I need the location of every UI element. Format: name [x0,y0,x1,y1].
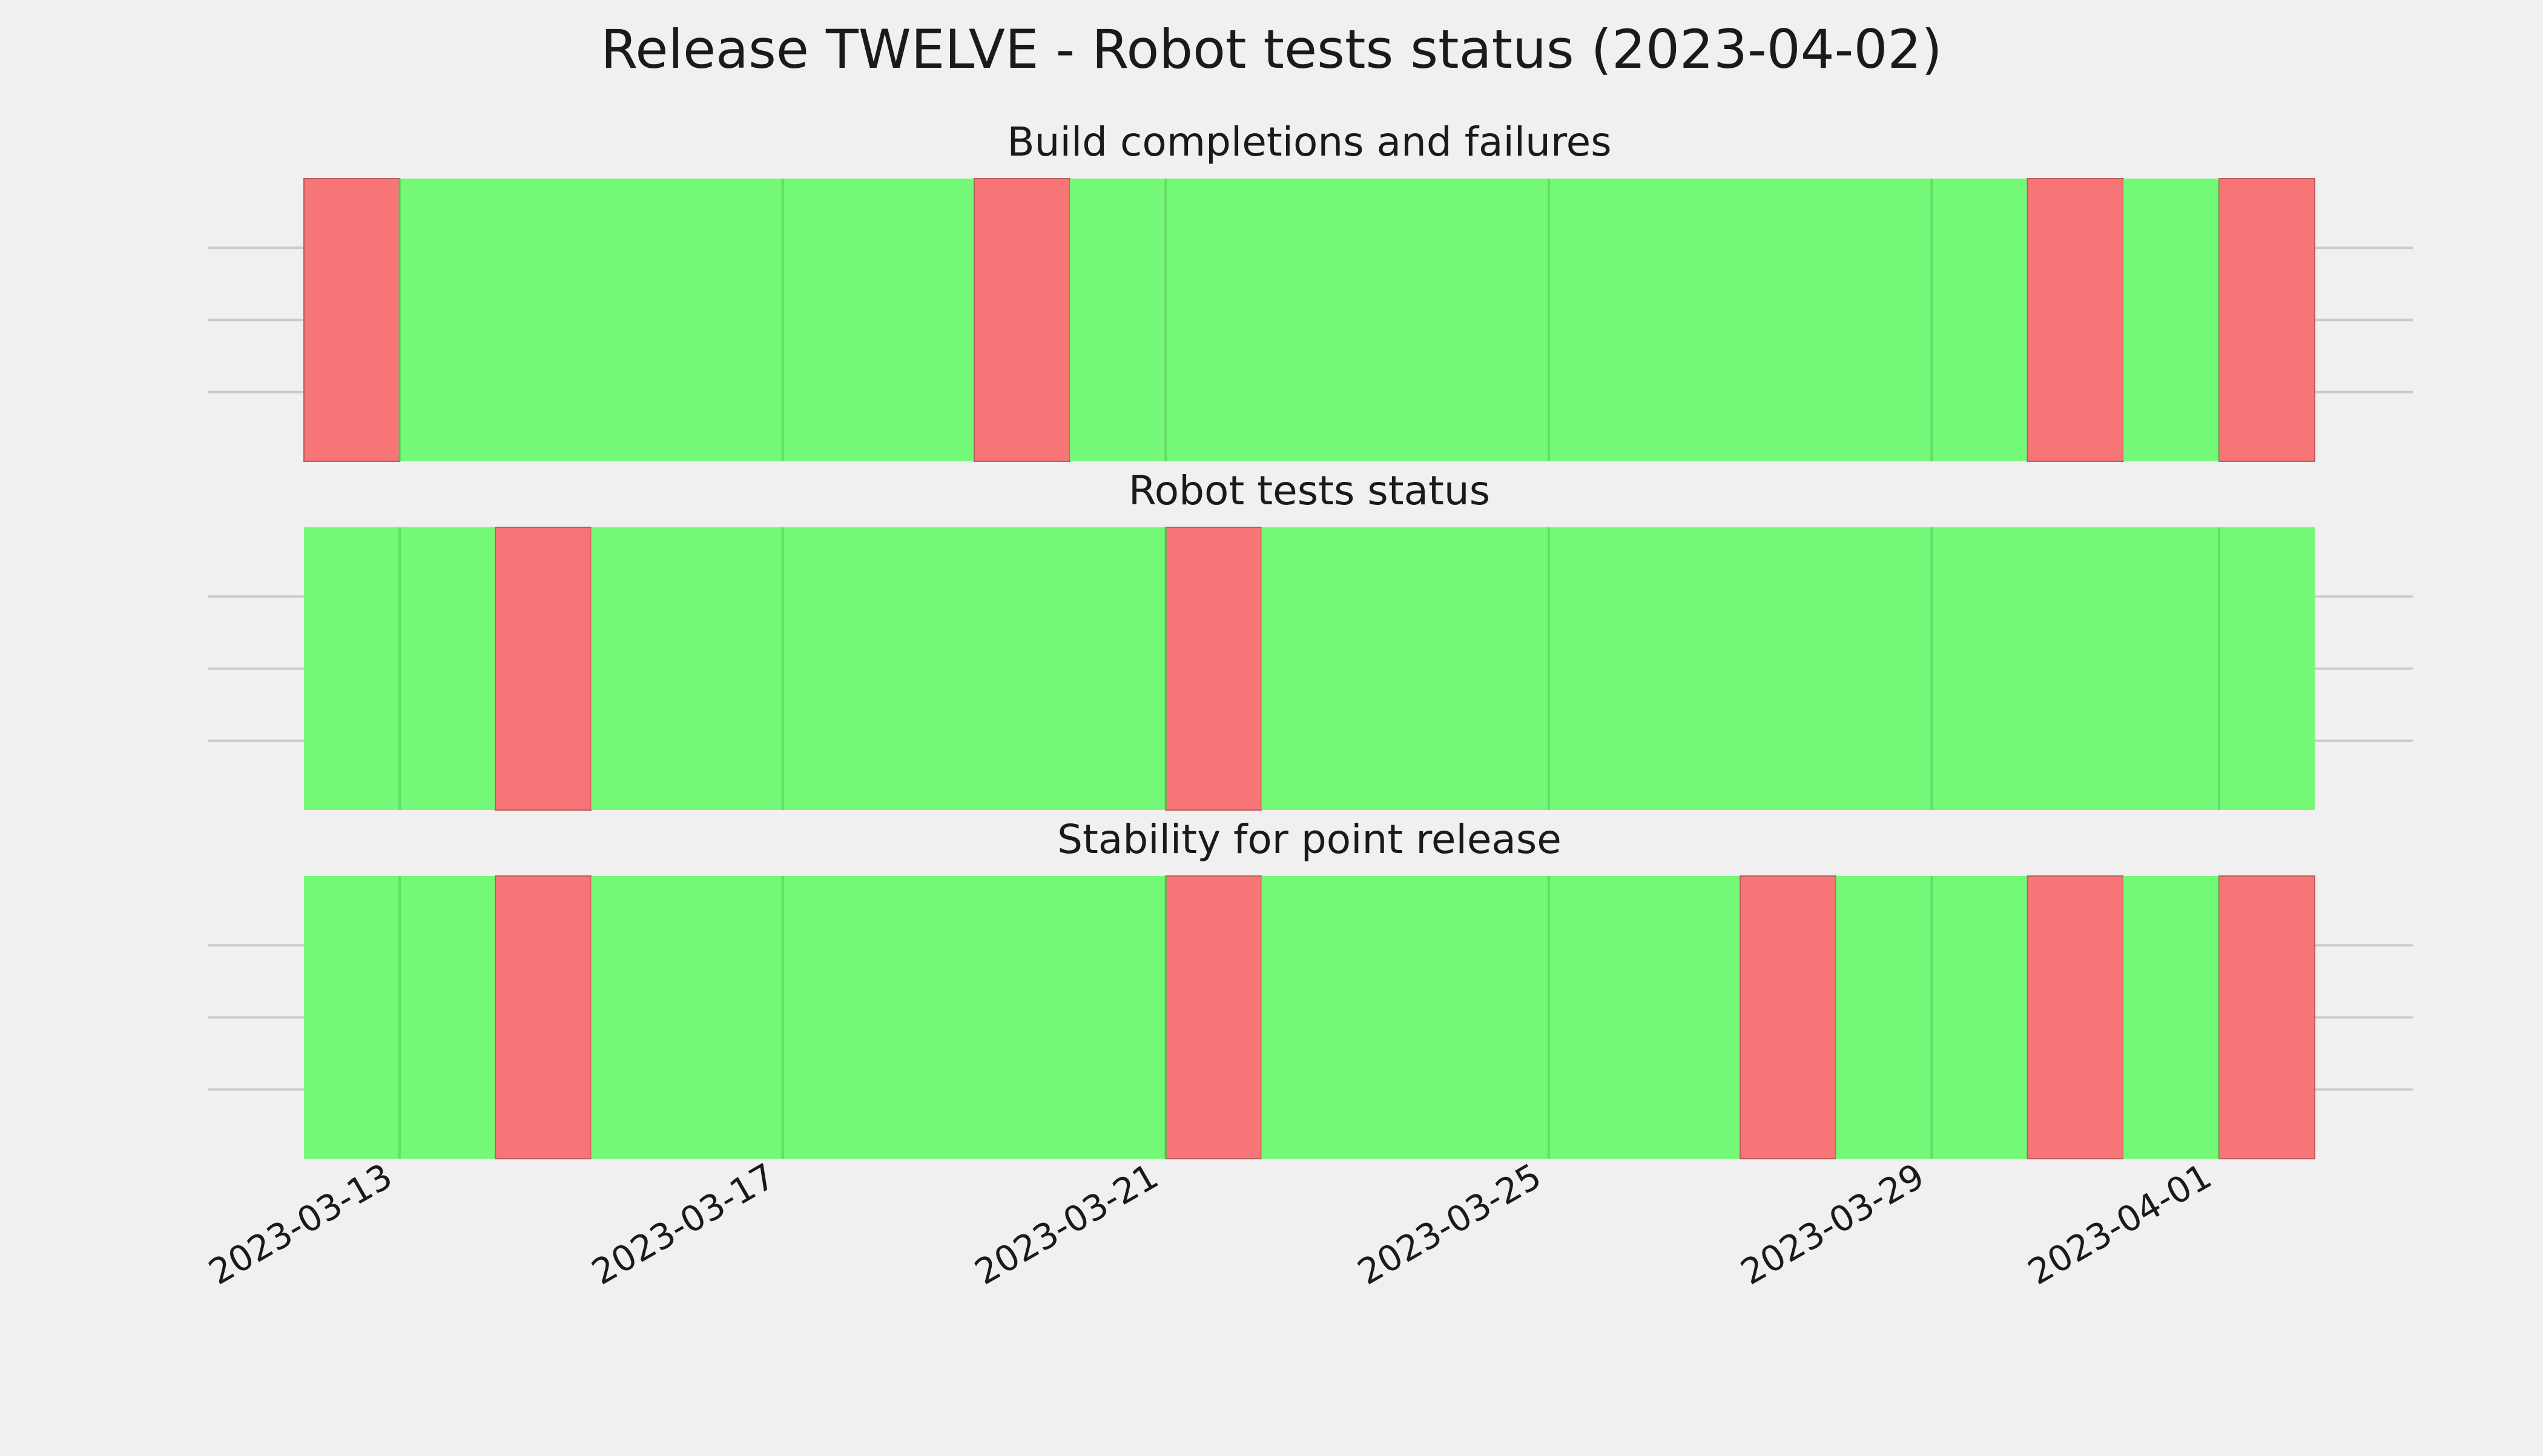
panel-3-segment-8-fail [2027,875,2124,1159]
panel-2-segment-2-fail [495,527,592,811]
panel-3-segment-2-fail [495,875,592,1159]
panels: Build completions and failures Robot test… [208,119,2413,1159]
panel-3-segment-3-pass [591,876,1166,1159]
panel-2-segment-5-pass [1261,527,2315,810]
panel-3-segment-5-pass [1261,876,1741,1159]
panel-1-segment-3-fail [974,178,1071,462]
chart-title: Release TWELVE - Robot tests status (202… [601,18,1942,81]
panel-1-segment-1-fail [303,178,401,462]
panel-2-title: Robot tests status [1129,467,1490,514]
panel-1: Build completions and failures [208,119,2413,462]
panel-3-title: Stability for point release [1057,816,1562,863]
panel-1-segment-5-fail [2027,178,2124,462]
panel-3-segment-9-pass [2123,876,2219,1159]
panel-1-segment-7-fail [2218,178,2316,462]
panel-1-segment-2-pass [400,179,974,461]
panel-3-segment-4-fail [1165,875,1262,1159]
panel-3-segment-6-fail [1740,875,1837,1159]
panel-1-segment-6-pass [2123,179,2219,461]
panel-2-segment-3-pass [591,527,1166,810]
panel-3-segment-10-fail [2218,875,2316,1159]
panel-2: Robot tests status [208,467,2413,811]
panel-1-title: Build completions and failures [1007,119,1611,165]
panel-3: Stability for point release [208,816,2413,1159]
panel-2-segment-4-fail [1165,527,1262,811]
